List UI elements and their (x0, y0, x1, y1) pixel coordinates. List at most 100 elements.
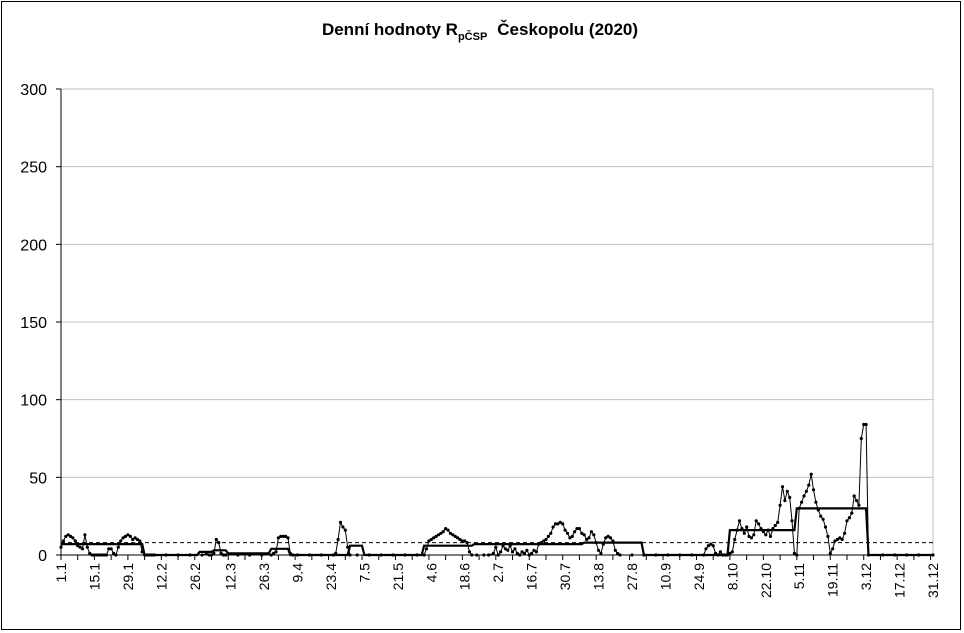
daily-point (336, 537, 340, 542)
daily-point (585, 537, 589, 542)
daily-point (589, 530, 594, 534)
daily-point (88, 551, 92, 556)
daily-point (616, 551, 620, 556)
x-tick-label: 12.2 (153, 563, 169, 590)
daily-point (513, 547, 517, 551)
x-tick-label: 16.7 (524, 563, 540, 590)
daily-point (582, 533, 586, 537)
daily-point (515, 551, 519, 556)
daily-point (613, 548, 617, 552)
y-tick-label: 100 (20, 393, 47, 410)
daily-point (83, 533, 87, 537)
daily-point (482, 553, 486, 557)
daily-point (745, 525, 749, 529)
daily-point (811, 488, 816, 492)
daily-point (747, 534, 751, 539)
daily-point (456, 536, 460, 540)
daily-point (429, 537, 433, 542)
daily-point (592, 533, 596, 537)
daily-point (859, 436, 863, 441)
y-tick-label: 0 (38, 548, 47, 565)
daily-point (561, 522, 565, 526)
daily-point (269, 553, 273, 557)
daily-point (573, 530, 577, 534)
daily-point (804, 489, 809, 493)
daily-point (718, 550, 723, 554)
grid-layer (61, 88, 934, 555)
daily-point (780, 485, 785, 489)
daily-point (85, 545, 89, 549)
daily-point (214, 537, 218, 542)
daily-point (709, 542, 713, 546)
daily-point (809, 472, 813, 476)
daily-point (618, 553, 622, 557)
x-tick-label: 24.9 (691, 563, 707, 590)
daily-point (499, 550, 503, 554)
title-subscript: pČSP (457, 31, 488, 43)
x-tick-label: 23.4 (323, 563, 339, 590)
daily-point (544, 537, 548, 542)
daily-point (802, 494, 806, 498)
daily-point (752, 533, 756, 537)
daily-point (355, 553, 359, 557)
daily-point (558, 520, 562, 525)
daily-point (706, 544, 711, 548)
daily-point (276, 536, 280, 540)
daily-point (467, 550, 472, 554)
x-tick-label: 30.7 (557, 563, 573, 590)
daily-point (436, 533, 441, 537)
chart-title: Denní hodnoty RpČSP Českopolu (2020) (0, 20, 960, 43)
daily-point (221, 553, 226, 557)
daily-point (212, 551, 216, 556)
y-tick-label: 300 (20, 82, 47, 99)
daily-point (553, 522, 558, 526)
x-tick-label: 1.1 (53, 563, 69, 583)
daily-point (494, 545, 498, 549)
daily-point (470, 553, 474, 557)
daily-point (711, 544, 715, 548)
daily-point (100, 553, 104, 557)
daily-point (843, 531, 847, 535)
daily-point (630, 553, 634, 557)
daily-point (580, 531, 584, 535)
daily-point (135, 537, 139, 542)
daily-point (59, 545, 63, 549)
daily-point (568, 536, 572, 540)
daily-point (64, 534, 68, 539)
x-tick-label: 10.9 (657, 563, 673, 590)
daily-point (776, 520, 780, 525)
daily-point (279, 534, 283, 539)
daily-point (73, 539, 77, 543)
daily-point (788, 495, 792, 500)
daily-point (102, 553, 106, 557)
x-tick-label: 3.12 (858, 563, 874, 590)
daily-point (281, 534, 285, 539)
daily-point (833, 539, 837, 543)
daily-point (828, 551, 832, 556)
daily-point (778, 503, 782, 507)
daily-point (551, 525, 555, 529)
daily-point (496, 553, 500, 557)
daily-point (864, 422, 868, 427)
daily-point (565, 531, 570, 535)
series-layer (59, 422, 935, 557)
daily-point (453, 534, 457, 539)
x-tick-label: 19.11 (825, 563, 841, 597)
daily-point (577, 527, 582, 531)
x-tick-label: 26.2 (187, 563, 203, 590)
daily-line (60, 424, 933, 557)
daily-point (831, 547, 835, 551)
daily-point (200, 553, 204, 557)
daily-point (427, 539, 431, 543)
step-line (61, 507, 933, 557)
daily-point (224, 553, 228, 557)
daily-point (546, 534, 551, 539)
daily-point (835, 537, 840, 542)
x-tick-label: 21.5 (390, 563, 406, 590)
daily-point (95, 553, 99, 557)
daily-point (432, 536, 436, 540)
daily-point (286, 536, 290, 540)
daily-point (800, 500, 804, 504)
daily-point (97, 553, 101, 557)
daily-point (518, 553, 522, 557)
